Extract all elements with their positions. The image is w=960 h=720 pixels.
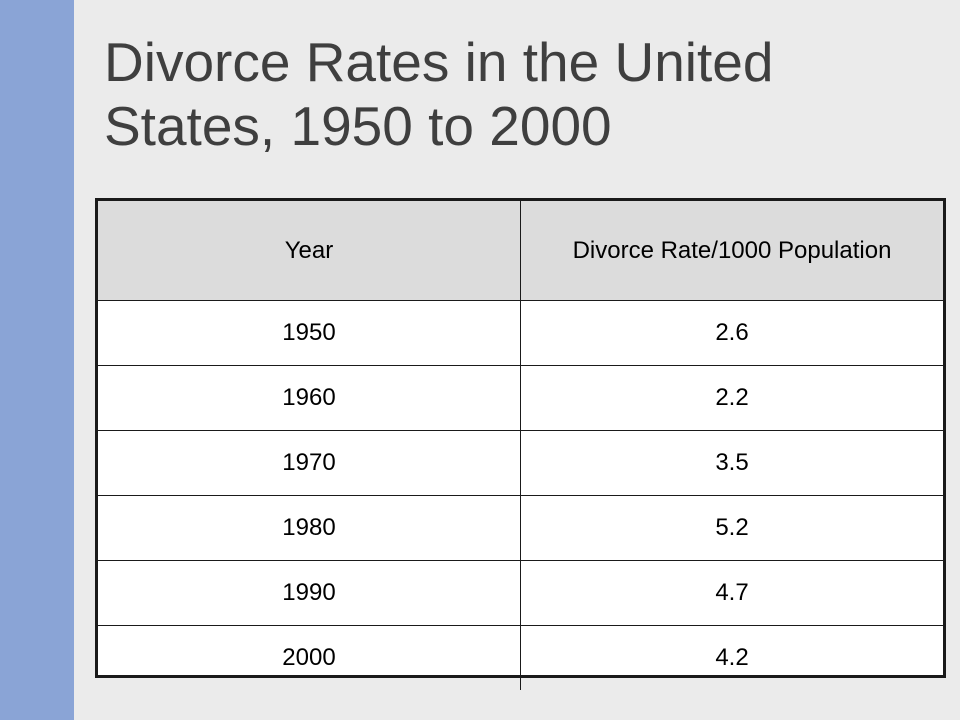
divorce-rate-table: Year Divorce Rate/1000 Population 1950 2…	[95, 198, 946, 690]
table-row: 1980 5.2	[98, 495, 943, 561]
cell-rate: 3.5	[520, 430, 943, 496]
cell-year: 1960	[98, 365, 521, 431]
cell-year: 2000	[98, 625, 521, 690]
table-row: 1970 3.5	[98, 430, 943, 496]
cell-rate: 5.2	[520, 495, 943, 561]
cell-year: 1970	[98, 430, 521, 496]
cell-year: 1950	[98, 300, 521, 366]
cell-rate: 4.7	[520, 560, 943, 626]
table-row: 2000 4.2	[98, 625, 943, 690]
cell-rate: 2.2	[520, 365, 943, 431]
cell-year: 1990	[98, 560, 521, 626]
cell-rate: 4.2	[520, 625, 943, 690]
data-table: Year Divorce Rate/1000 Population 1950 2…	[98, 201, 943, 690]
cell-rate: 2.6	[520, 300, 943, 366]
table-row: 1950 2.6	[98, 300, 943, 366]
header-year: Year	[98, 201, 521, 301]
slide-title: Divorce Rates in the United States, 1950…	[104, 31, 774, 157]
table-header-row: Year Divorce Rate/1000 Population	[98, 201, 943, 301]
slide-accent-bar	[0, 0, 74, 720]
header-divorce-rate: Divorce Rate/1000 Population	[520, 201, 943, 301]
table-row: 1960 2.2	[98, 365, 943, 431]
table-row: 1990 4.7	[98, 560, 943, 626]
cell-year: 1980	[98, 495, 521, 561]
